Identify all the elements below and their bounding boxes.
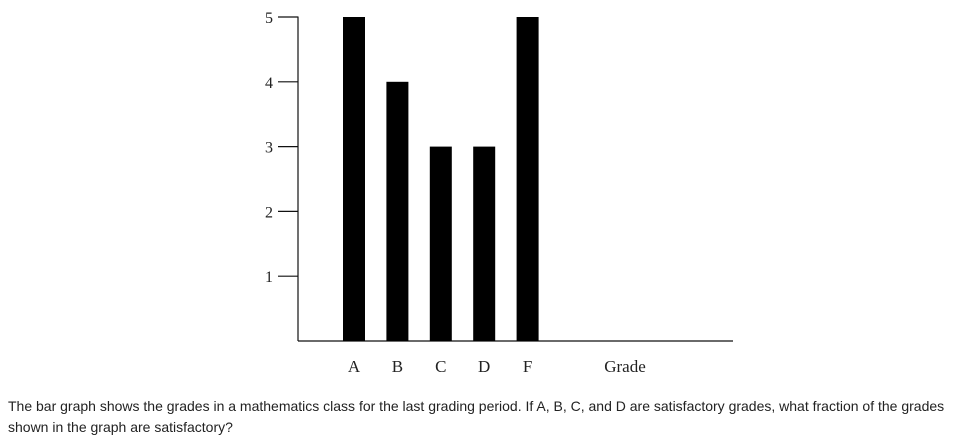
y-axis: 1 2 3 4 5 xyxy=(265,10,299,341)
bar-D xyxy=(473,146,496,341)
y-tick-label: 5 xyxy=(265,10,273,27)
x-tick-label: A xyxy=(348,357,361,376)
x-tick-label: F xyxy=(523,357,532,376)
bar-chart: 1 2 3 4 5 A B C D F Grade xyxy=(265,10,733,376)
x-axis-title: Grade xyxy=(604,357,646,376)
y-tick-label: 4 xyxy=(265,75,273,92)
bar-C xyxy=(429,146,452,341)
y-tick-label: 1 xyxy=(265,269,273,286)
question-text: The bar graph shows the grades in a math… xyxy=(8,398,945,435)
x-tick-label: C xyxy=(435,357,446,376)
bar-F xyxy=(516,17,539,341)
bar-B xyxy=(386,81,409,342)
bars xyxy=(343,17,539,342)
y-tick-label: 2 xyxy=(265,204,273,221)
x-tick-label: B xyxy=(392,357,403,376)
y-tick-label: 3 xyxy=(265,140,273,157)
bar-A xyxy=(343,17,365,341)
x-tick-label: D xyxy=(478,357,490,376)
